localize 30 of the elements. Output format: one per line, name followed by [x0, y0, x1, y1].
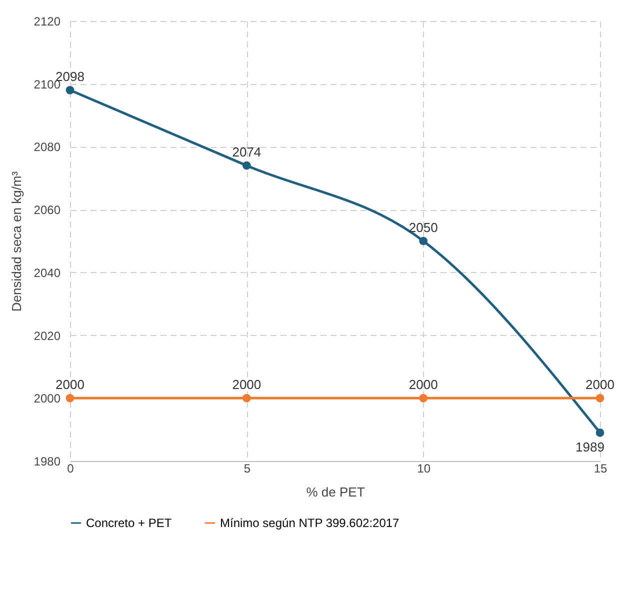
y-tick-label: 1980	[34, 454, 61, 468]
point	[242, 161, 251, 170]
x-tick-label: 5	[244, 462, 251, 476]
y-tick-label: 2000	[34, 392, 61, 406]
point	[419, 394, 428, 402]
data-label: 2000	[56, 377, 84, 392]
data-label: 2074	[232, 144, 262, 160]
data-label: 2000	[408, 377, 438, 392]
legend-label: Concreto + PET	[86, 516, 172, 530]
y-tick-label: 2020	[34, 328, 61, 343]
y-tick-label: 2060	[34, 203, 61, 218]
data-label: 2050	[408, 220, 438, 235]
point	[596, 428, 604, 437]
x-tick-label: 0	[67, 462, 74, 476]
y-tick-label: 2120	[34, 14, 61, 28]
x-tick-label: 15	[594, 462, 608, 476]
y-axis-title: Densidad seca en kg/m³	[8, 170, 24, 312]
y-tick-label: 2080	[34, 140, 61, 154]
x-tick-label: 10	[417, 462, 431, 476]
point	[66, 394, 74, 402]
y-tick-label: 2040	[34, 266, 61, 280]
point	[242, 394, 251, 402]
point	[419, 236, 428, 246]
point	[596, 394, 604, 402]
data-label: 1989	[576, 440, 604, 455]
x-axis-title: % de PET	[306, 484, 365, 500]
data-label: 2000	[232, 377, 262, 392]
data-label: 2000	[586, 377, 614, 392]
point	[66, 86, 74, 94]
legend-label: Mínimo según NTP 399.602:2017	[220, 516, 400, 530]
